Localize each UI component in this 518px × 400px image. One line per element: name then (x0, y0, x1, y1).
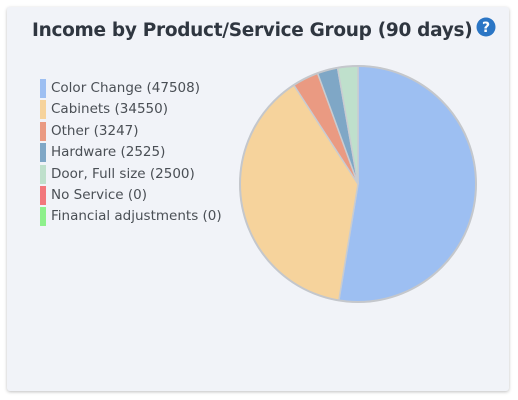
legend-swatch (40, 185, 46, 205)
legend-swatch (40, 143, 46, 163)
legend-swatch (40, 207, 46, 227)
chart-legend: Color Change (47508) Cabinets (34550) Othe… (40, 79, 245, 229)
legend-label: Other (3247) (51, 122, 139, 139)
legend-label: Financial adjustments (0) (51, 208, 222, 225)
legend-swatch (40, 121, 46, 141)
chart-title: Income by Product/Service Group (90 days… (32, 20, 473, 41)
pie-outline (239, 65, 477, 303)
income-chart-card: Income by Product/Service Group (90 days… (7, 7, 509, 391)
legend-item: Cabinets (34550) (40, 100, 245, 121)
legend-label: Cabinets (34550) (51, 101, 168, 118)
pie-slice[interactable] (338, 65, 477, 303)
legend-item: No Service (0) (40, 185, 245, 207)
legend-item: Color Change (47508) (40, 79, 245, 100)
legend-item: Financial adjustments (0) (40, 207, 245, 228)
legend-item: Door, Full size (2500) (40, 164, 245, 186)
legend-swatch (40, 164, 46, 184)
legend-label: Door, Full size (2500) (51, 165, 195, 182)
legend-item: Hardware (2525) (40, 143, 245, 164)
legend-label: No Service (0) (51, 186, 147, 203)
legend-swatch (40, 100, 46, 120)
legend-label: Color Change (47508) (51, 80, 200, 96)
legend-item: Other (3247) (40, 121, 245, 143)
legend-label: Hardware (2525) (51, 144, 166, 161)
pie-chart (239, 65, 477, 303)
svg-text:?: ? (482, 20, 490, 36)
question-circle-icon[interactable]: ? (476, 17, 496, 37)
legend-swatch (40, 79, 46, 98)
